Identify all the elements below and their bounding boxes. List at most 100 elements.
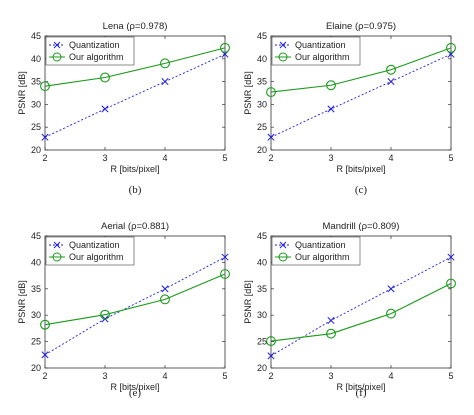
data-point-circle-marker — [160, 58, 170, 69]
data-point-x-marker — [101, 105, 109, 113]
series-line-quantization — [44, 53, 226, 138]
legend-entry: Our algorithm — [275, 52, 350, 62]
legend-label: Quantization — [69, 240, 120, 250]
data-point-circle-marker — [220, 269, 230, 279]
legend-label: Our algorithm — [69, 52, 124, 62]
legend-label: Quantization — [295, 240, 346, 250]
series-line-quantization — [270, 53, 452, 138]
chart-title: Mandrill (ρ=0.809) — [323, 221, 400, 232]
y-tick-label: 20 — [257, 363, 267, 373]
x-axis-label: R [bits/pixel] — [336, 382, 385, 392]
y-tick-label: 35 — [31, 284, 41, 294]
data-point-circle-marker — [266, 336, 276, 347]
y-axis-label: PSNR [dB] — [243, 71, 253, 115]
legend-x-marker — [279, 41, 287, 49]
data-point-x-marker — [387, 78, 395, 86]
data-point-x-marker — [267, 352, 275, 360]
y-tick-label: 25 — [257, 337, 267, 347]
x-tick-label: 4 — [162, 153, 167, 163]
chart-title: Lena (ρ=0.978) — [103, 21, 168, 32]
data-point-x-marker — [267, 133, 275, 141]
data-point-circle-marker — [386, 64, 396, 75]
legend: Quantization Our algorithm — [45, 36, 135, 66]
series-line-our-algorithm — [270, 283, 452, 342]
y-tick-label: 30 — [31, 99, 41, 109]
y-tick-label: 45 — [31, 231, 41, 241]
panel-caption: (e) — [129, 387, 142, 399]
data-point-circle-marker — [100, 309, 110, 320]
x-tick-label: 4 — [388, 153, 393, 163]
y-tick-label: 25 — [31, 122, 41, 132]
x-tick-label: 2 — [268, 153, 273, 163]
data-point-x-marker — [41, 351, 49, 359]
legend-box — [271, 236, 361, 266]
data-point-circle-marker — [220, 42, 230, 53]
y-tick-label: 25 — [257, 122, 267, 132]
data-point-circle-marker — [326, 328, 336, 339]
x-tick-label: 3 — [328, 371, 333, 381]
y-tick-label: 35 — [257, 284, 267, 294]
panel-caption: (b) — [129, 184, 142, 196]
data-point-x-marker — [41, 133, 49, 141]
data-point-x-marker — [221, 253, 229, 261]
y-tick-label: 30 — [31, 310, 41, 320]
legend-x-marker — [53, 41, 61, 49]
legend-circle-marker — [52, 252, 62, 262]
legend-entry: Quantization — [49, 40, 120, 50]
chart-title: Elaine (ρ=0.975) — [326, 21, 396, 32]
y-tick-label: 45 — [31, 31, 41, 41]
panel-caption: (c) — [355, 184, 368, 196]
x-axis-label: R [bits/pixel] — [336, 164, 385, 174]
y-tick-label: 30 — [257, 310, 267, 320]
legend-box — [271, 36, 361, 66]
data-point-circle-marker — [266, 87, 276, 98]
y-axis-label: PSNR [dB] — [17, 71, 27, 115]
legend-x-marker — [279, 241, 287, 249]
x-tick-label: 5 — [222, 371, 227, 381]
data-point-x-marker — [387, 285, 395, 293]
legend-circle-marker — [278, 52, 288, 62]
data-point-circle-marker — [386, 308, 396, 319]
legend-entry: Our algorithm — [275, 252, 350, 262]
legend-entry: Our algorithm — [49, 252, 124, 262]
x-tick-label: 5 — [448, 371, 453, 381]
panel-caption: (f) — [356, 387, 367, 399]
y-tick-label: 45 — [257, 31, 267, 41]
y-axis-label: PSNR [dB] — [243, 280, 253, 324]
x-tick-label: 4 — [388, 371, 393, 381]
data-point-x-marker — [447, 253, 455, 261]
x-tick-label: 3 — [328, 153, 333, 163]
legend-entry: Quantization — [49, 240, 120, 250]
y-tick-label: 20 — [31, 363, 41, 373]
series-line-our-algorithm — [270, 47, 452, 93]
data-point-circle-marker — [40, 81, 50, 92]
legend: Quantization Our algorithm — [271, 236, 361, 266]
legend-label: Quantization — [295, 40, 346, 50]
x-tick-label: 2 — [42, 153, 47, 163]
data-point-x-marker — [327, 105, 335, 113]
legend-label: Our algorithm — [295, 252, 350, 262]
y-tick-label: 45 — [257, 231, 267, 241]
legend-circle-marker — [52, 52, 62, 62]
legend-x-marker — [53, 241, 61, 249]
y-tick-label: 40 — [257, 257, 267, 267]
y-tick-label: 40 — [257, 54, 267, 64]
legend-label: Quantization — [69, 40, 120, 50]
legend-label: Our algorithm — [69, 252, 124, 262]
data-point-circle-marker — [160, 294, 170, 305]
x-axis-label: R [bits/pixel] — [110, 164, 159, 174]
y-tick-label: 25 — [31, 337, 41, 347]
legend: Quantization Our algorithm — [271, 36, 361, 66]
x-tick-label: 2 — [268, 371, 273, 381]
y-tick-label: 20 — [257, 145, 267, 155]
data-point-x-marker — [161, 285, 169, 293]
x-tick-label: 2 — [42, 371, 47, 381]
x-tick-label: 5 — [448, 153, 453, 163]
data-point-circle-marker — [100, 72, 110, 83]
